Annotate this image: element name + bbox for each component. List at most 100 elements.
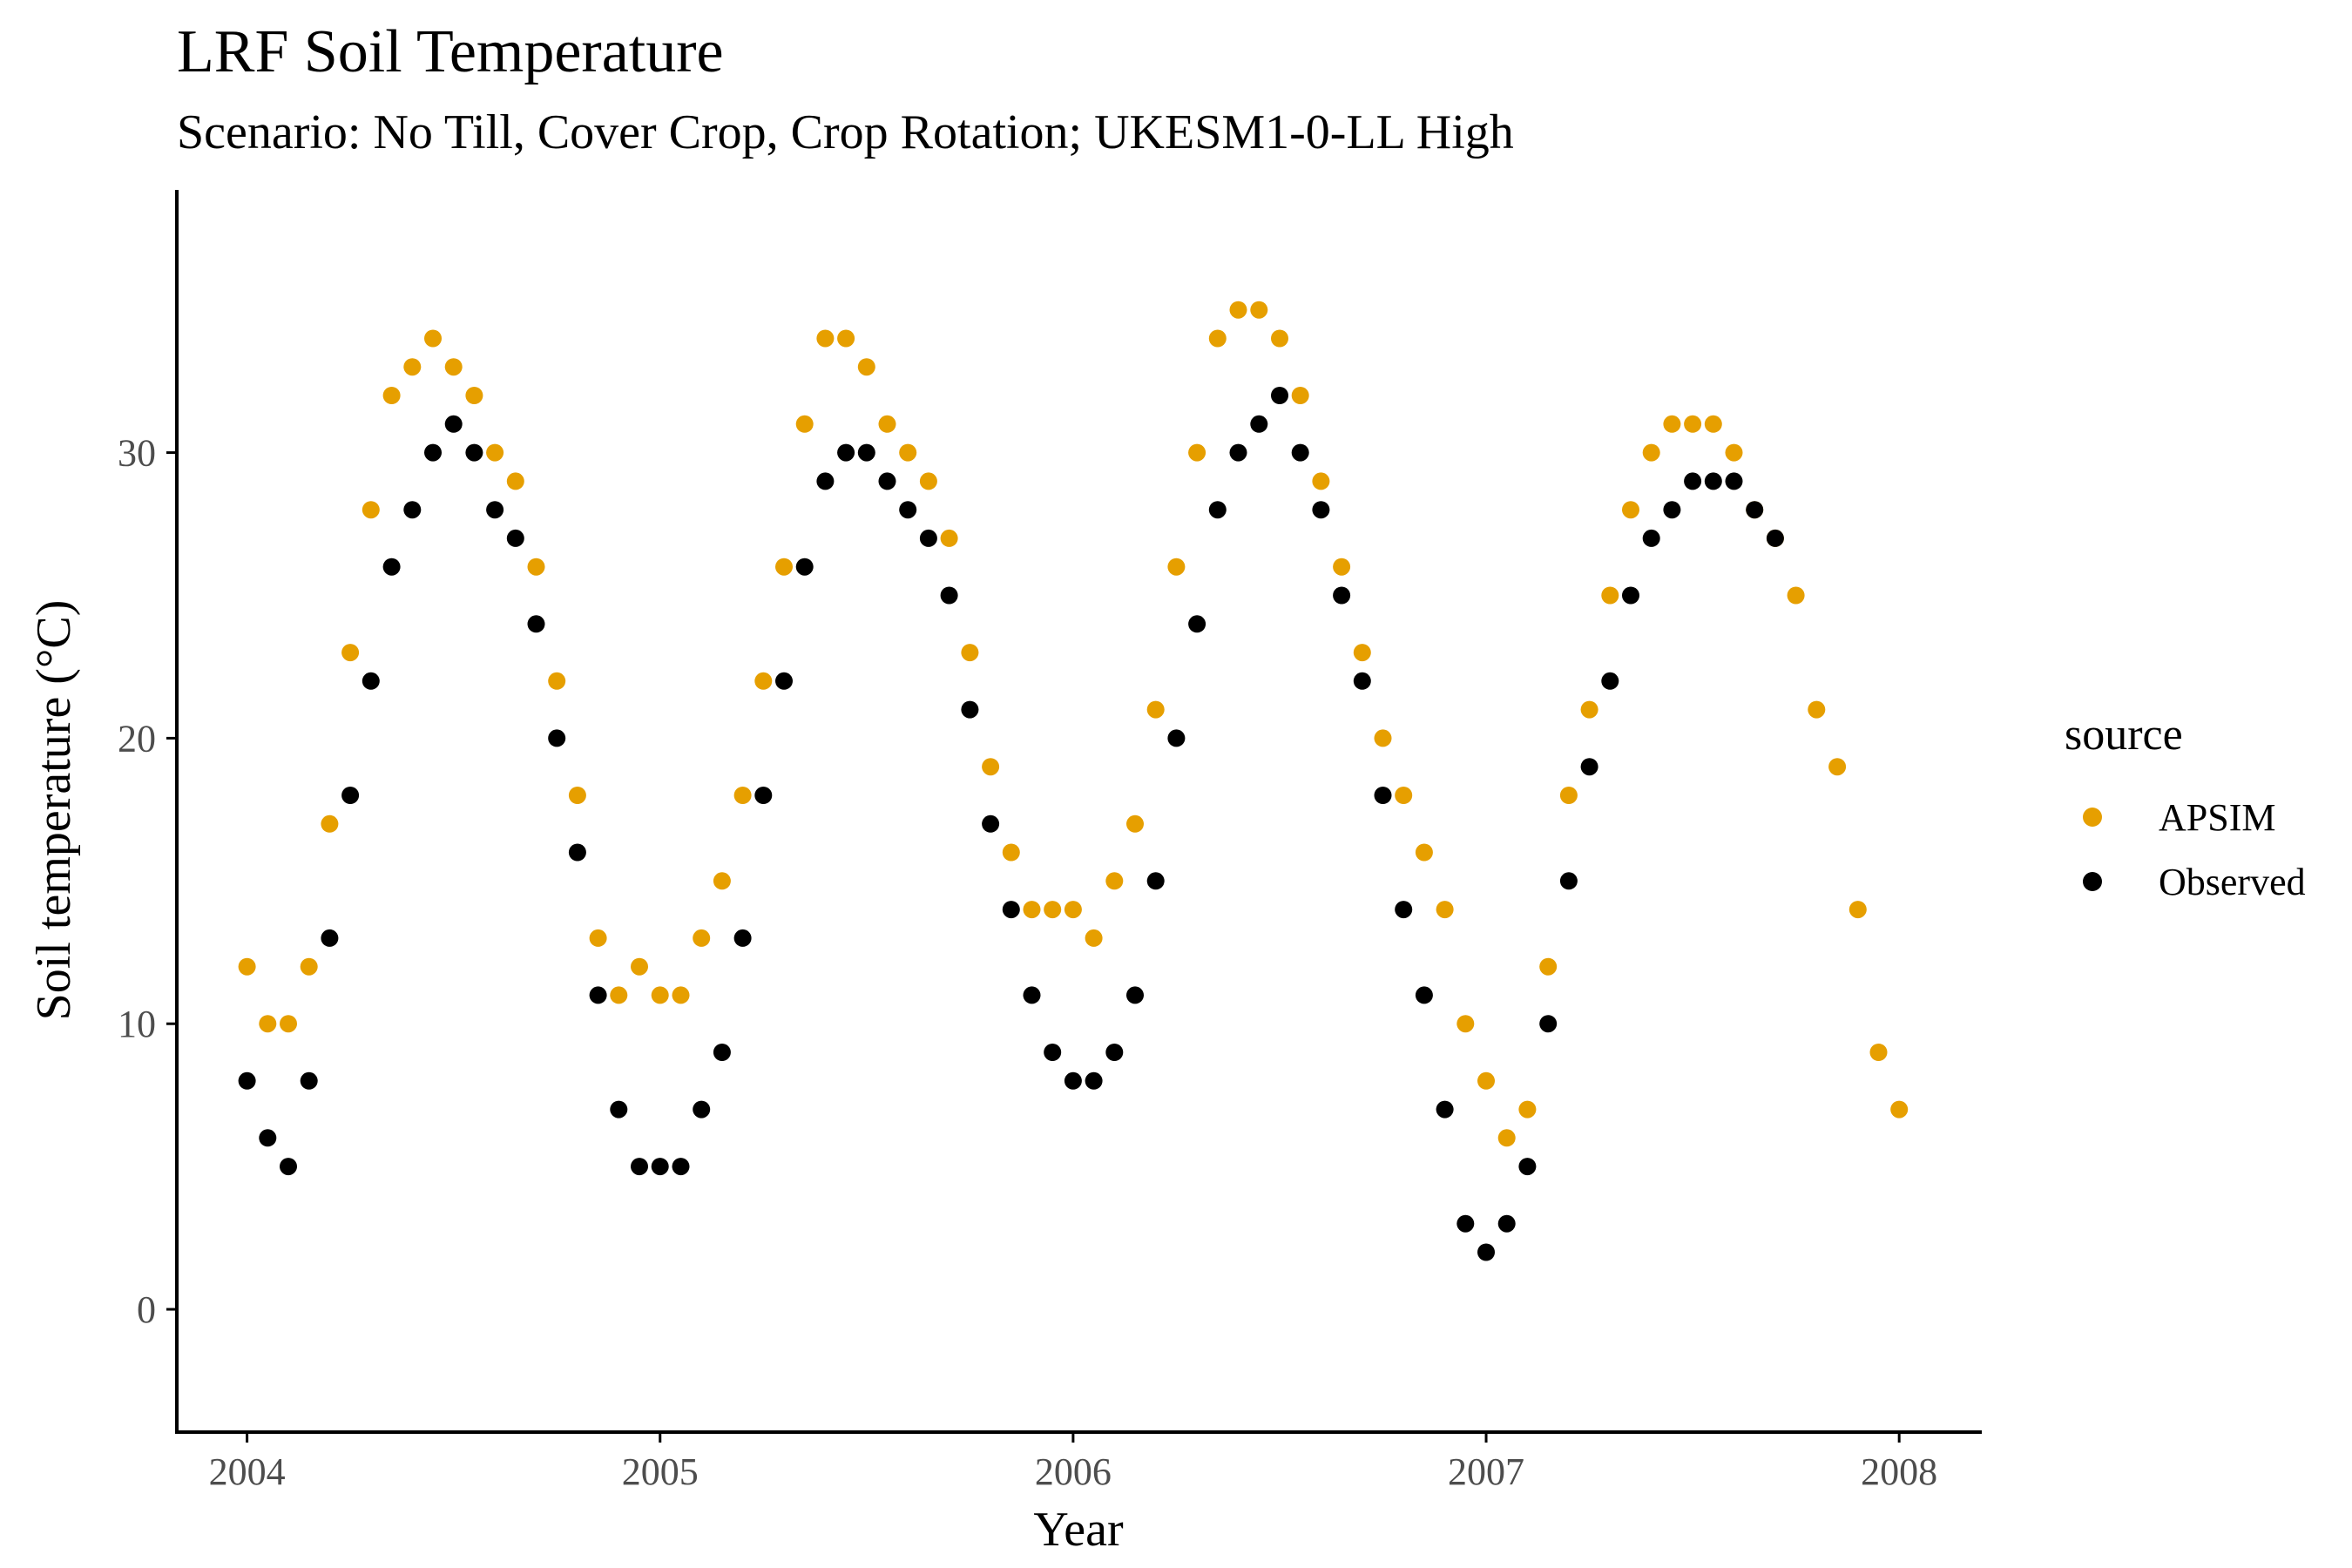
legend-key-observed: [2083, 872, 2102, 891]
point-apsim: [1869, 1044, 1888, 1061]
legend-title: source: [2065, 710, 2183, 760]
point-observed: [1167, 729, 1186, 747]
point-observed: [1684, 472, 1702, 490]
point-apsim: [1126, 814, 1144, 833]
series-observed: [238, 387, 1784, 1261]
point-observed: [1497, 1214, 1516, 1233]
point-observed: [1415, 986, 1433, 1004]
point-apsim: [506, 472, 524, 490]
y-axis-title: Soil temperature (°C): [27, 600, 81, 1021]
point-apsim: [713, 872, 731, 890]
point-observed: [1477, 1243, 1495, 1261]
point-apsim: [1395, 787, 1413, 804]
point-apsim: [610, 986, 628, 1004]
point-apsim: [775, 558, 793, 576]
point-observed: [506, 529, 524, 547]
point-observed: [589, 986, 607, 1004]
point-apsim: [1497, 1129, 1516, 1147]
point-observed: [1208, 501, 1227, 519]
point-apsim: [1787, 586, 1805, 605]
point-observed: [1002, 901, 1020, 919]
point-observed: [961, 700, 979, 719]
point-apsim: [816, 329, 835, 348]
point-observed: [1250, 415, 1268, 433]
point-observed: [1704, 472, 1722, 490]
point-apsim: [1477, 1071, 1495, 1090]
point-observed: [1395, 901, 1413, 919]
point-apsim: [1271, 329, 1288, 348]
point-observed: [733, 929, 752, 947]
point-apsim: [1828, 758, 1847, 776]
point-observed: [424, 443, 442, 462]
point-observed: [548, 729, 566, 747]
point-apsim: [259, 1015, 277, 1033]
point-observed: [693, 1100, 711, 1119]
point-observed: [1146, 872, 1165, 890]
point-observed: [568, 843, 586, 862]
point-apsim: [1601, 586, 1619, 605]
point-apsim: [1250, 301, 1268, 319]
point-observed: [238, 1071, 256, 1090]
point-apsim: [548, 672, 566, 690]
point-observed: [486, 501, 504, 519]
chart-subtitle: Scenario: No Till, Cover Crop, Crop Rota…: [177, 105, 1514, 159]
point-apsim: [1848, 901, 1867, 919]
point-apsim: [940, 529, 958, 547]
point-observed: [362, 672, 380, 690]
point-apsim: [1622, 501, 1639, 519]
x-tick-label: 2008: [1861, 1450, 1937, 1493]
point-observed: [1539, 1015, 1558, 1033]
point-observed: [1601, 672, 1619, 690]
point-apsim: [1229, 301, 1247, 319]
x-axis-ticks: 2004 2005 2006 2007 2008: [209, 1432, 1937, 1493]
point-apsim: [1167, 558, 1186, 576]
point-apsim: [1374, 729, 1392, 747]
point-apsim: [1704, 415, 1722, 433]
point-observed: [1312, 501, 1330, 519]
point-observed: [940, 586, 958, 605]
point-apsim: [1436, 901, 1454, 919]
x-tick-label: 2005: [622, 1450, 699, 1493]
point-apsim: [1291, 387, 1309, 404]
point-apsim: [486, 443, 504, 462]
point-apsim: [321, 814, 339, 833]
point-apsim: [1539, 957, 1558, 976]
point-observed: [465, 443, 483, 462]
point-apsim: [465, 387, 483, 404]
point-apsim: [837, 329, 855, 348]
point-observed: [1518, 1158, 1537, 1176]
point-apsim: [527, 558, 545, 576]
point-apsim: [1890, 1100, 1909, 1119]
point-observed: [1622, 586, 1639, 605]
point-apsim: [341, 644, 360, 662]
x-tick-label: 2007: [1448, 1450, 1524, 1493]
y-tick-label: 0: [137, 1288, 156, 1331]
point-apsim: [424, 329, 442, 348]
x-axis-title: Year: [1033, 1503, 1124, 1557]
point-apsim: [1808, 700, 1826, 719]
point-observed: [1085, 1071, 1103, 1090]
point-observed: [857, 443, 875, 462]
point-apsim: [382, 387, 401, 404]
point-apsim: [982, 758, 1000, 776]
point-observed: [1353, 672, 1371, 690]
point-observed: [713, 1044, 731, 1061]
point-observed: [1271, 387, 1288, 404]
point-apsim: [1208, 329, 1227, 348]
point-observed: [1642, 529, 1660, 547]
point-apsim: [1333, 558, 1351, 576]
point-apsim: [589, 929, 607, 947]
x-tick-label: 2006: [1035, 1450, 1112, 1493]
x-tick-label: 2004: [209, 1450, 286, 1493]
point-apsim: [1023, 901, 1041, 919]
point-observed: [631, 1158, 648, 1176]
point-apsim: [300, 957, 318, 976]
point-observed: [321, 929, 339, 947]
point-observed: [403, 501, 422, 519]
point-observed: [280, 1158, 297, 1176]
point-apsim: [1725, 443, 1743, 462]
point-apsim: [1353, 644, 1371, 662]
y-axis-ticks: 0 10 20 30: [118, 432, 177, 1331]
point-observed: [672, 1158, 690, 1176]
point-observed: [1023, 986, 1041, 1004]
